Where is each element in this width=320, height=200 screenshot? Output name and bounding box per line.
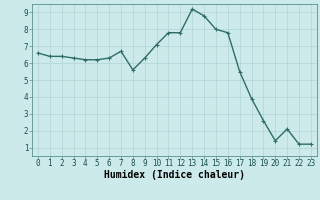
X-axis label: Humidex (Indice chaleur): Humidex (Indice chaleur) bbox=[104, 170, 245, 180]
